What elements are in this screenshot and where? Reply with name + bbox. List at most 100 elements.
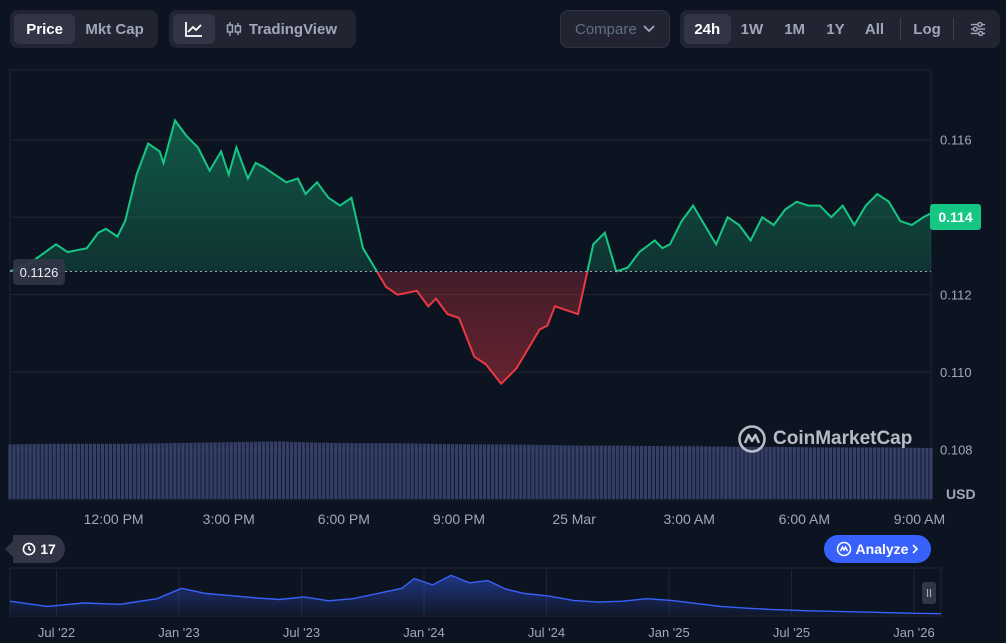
brand-name: CoinMarketCap — [773, 428, 913, 449]
range-all[interactable]: All — [864, 20, 885, 38]
volume-bar — [56, 443, 60, 499]
volume-bar — [736, 446, 740, 499]
range-1m[interactable]: 1M — [784, 20, 806, 38]
volume-bar — [559, 445, 563, 499]
chart-settings-button[interactable] — [960, 14, 996, 44]
compare-label: Compare — [575, 20, 637, 38]
volume-bar — [780, 446, 784, 499]
overview-frame — [9, 567, 942, 617]
volume-bar — [796, 447, 800, 499]
volume-bar — [760, 446, 764, 499]
overview-drag-handle[interactable] — [922, 582, 936, 604]
y-tick-label: 0.108 — [940, 443, 973, 458]
volume-bar — [76, 443, 80, 499]
overview-tick-label: Jan '25 — [648, 625, 690, 640]
overview-tick-label: Jul '22 — [38, 625, 75, 640]
volume-bar — [696, 446, 700, 499]
analyze-button[interactable]: Analyze — [824, 535, 931, 563]
toolbar-divider — [900, 18, 902, 40]
volume-bar — [881, 447, 885, 499]
volume-bar — [848, 447, 853, 499]
volume-bar — [293, 441, 298, 499]
volume-bar — [354, 443, 358, 499]
overview-chart[interactable] — [9, 570, 942, 615]
volume-bar — [301, 442, 306, 499]
volume-bar — [177, 442, 181, 499]
volume-bar — [728, 446, 732, 499]
volume-bar — [24, 444, 28, 499]
volume-bar — [36, 443, 40, 499]
volume-bar — [241, 441, 245, 499]
volume-bar — [619, 445, 623, 499]
volume-bar — [756, 446, 760, 499]
y-tick-label: 0.116 — [940, 133, 972, 148]
price-type-toggle: Price Mkt Cap — [10, 10, 158, 48]
range-24h[interactable]: 24h — [684, 14, 731, 44]
volume-bar — [8, 444, 12, 499]
y-tick-label: 0.112 — [940, 288, 972, 303]
volume-bar — [52, 443, 56, 499]
volume-bar — [776, 446, 780, 499]
volume-bar — [852, 447, 857, 499]
volume-bar — [583, 445, 587, 499]
compare-select[interactable]: Compare — [565, 14, 665, 44]
volume-bar — [482, 444, 487, 499]
volume-bar — [499, 444, 503, 499]
price-tab[interactable]: Price — [14, 14, 76, 44]
volume-bar — [430, 443, 434, 499]
volume-bar — [116, 443, 121, 499]
volume-bar — [748, 446, 752, 499]
volume-bar — [607, 445, 611, 499]
volume-bar — [277, 441, 282, 499]
history-events-button[interactable]: 17 — [5, 535, 65, 563]
volume-bar — [672, 446, 676, 499]
volume-bar — [659, 446, 664, 499]
range-1y[interactable]: 1Y — [826, 20, 845, 38]
mktcap-tab[interactable]: Mkt Cap — [85, 20, 144, 38]
volume-bar — [539, 444, 543, 499]
volume-bar — [788, 446, 792, 499]
volume-bar — [603, 445, 607, 499]
volume-bar — [929, 448, 933, 499]
volume-bar — [507, 444, 511, 499]
volume-bar — [96, 443, 101, 499]
volume-bar — [861, 447, 865, 499]
volume-bar — [655, 446, 660, 499]
volume-bar — [680, 446, 684, 499]
volume-bar — [165, 443, 169, 499]
chevron-right-icon — [912, 544, 919, 554]
volume-bar — [245, 441, 249, 499]
volume-bar — [450, 444, 455, 499]
volume-bar — [125, 443, 129, 499]
volume-bar — [145, 443, 149, 499]
volume-bar — [885, 447, 889, 499]
volume-bar — [595, 445, 599, 499]
line-chart-button[interactable] — [173, 14, 215, 44]
volume-bar — [108, 443, 113, 499]
volume-bar — [495, 444, 499, 499]
log-scale-button[interactable]: Log — [913, 20, 941, 38]
overview-tick-label: Jul '24 — [528, 625, 565, 640]
volume-bar — [342, 443, 346, 499]
volume-bar — [716, 446, 720, 499]
volume-bar — [326, 442, 330, 499]
volume-bar — [913, 447, 917, 499]
volume-bar — [828, 447, 833, 499]
range-1w[interactable]: 1W — [740, 20, 764, 38]
volume-bar — [141, 443, 145, 499]
volume-bar — [318, 442, 322, 499]
coinmarketcap-logo-icon — [738, 425, 766, 453]
volume-bars — [8, 441, 933, 499]
price-area-down — [376, 271, 588, 384]
overview-tick-label: Jul '23 — [283, 625, 320, 640]
volume-bar — [386, 443, 390, 499]
overview-x-axis: Jul '22 Jan '23 Jul '23 Jan '24 Jul '24 Jan '… — [38, 625, 935, 640]
tradingview-button[interactable]: TradingView — [215, 14, 347, 44]
volume-bar — [261, 441, 265, 499]
volume-bar — [704, 446, 708, 499]
volume-bar — [201, 442, 205, 499]
overview-area — [10, 575, 941, 615]
compare-dropdown[interactable]: Compare — [560, 10, 670, 48]
volume-bar — [820, 447, 825, 499]
